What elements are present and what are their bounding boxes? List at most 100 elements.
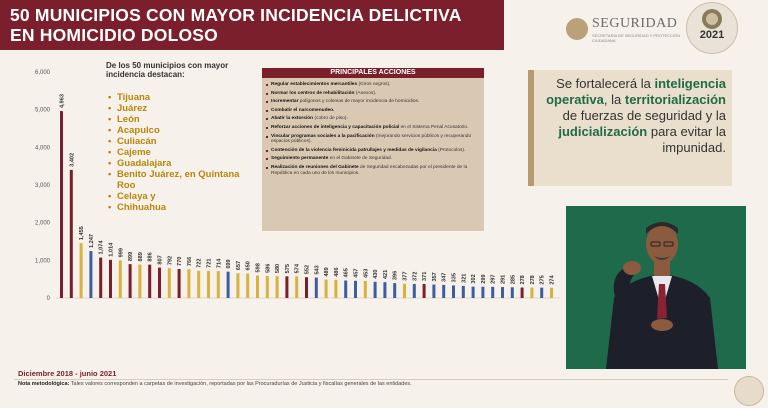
municipality-item: Tijuana bbox=[108, 92, 258, 103]
bar bbox=[256, 275, 259, 298]
action-item-text: (cobro de piso). bbox=[313, 116, 348, 122]
bar bbox=[334, 279, 338, 298]
bar-value-label: 396 bbox=[393, 271, 399, 280]
bar-value-label: 4,963 bbox=[60, 94, 66, 108]
action-item: Normar los centros de rehabilitación (An… bbox=[266, 91, 478, 97]
eagle-emblem-icon bbox=[566, 18, 588, 40]
bar-value-label: 371 bbox=[422, 272, 428, 281]
bar-value-label: 699 bbox=[226, 259, 232, 268]
badge-emblem-icon bbox=[702, 9, 722, 29]
bar bbox=[246, 273, 250, 298]
bar-value-label: 291 bbox=[501, 275, 507, 284]
bar-value-label: 347 bbox=[442, 273, 448, 282]
action-item-text: polígonos y colonias de mayor incidencia… bbox=[298, 99, 420, 105]
bar-value-label: 657 bbox=[236, 261, 242, 270]
action-item: Combatir el narcomenudeo. bbox=[266, 108, 478, 114]
bar-value-label: 580 bbox=[275, 264, 281, 273]
bar-value-label: 999 bbox=[118, 248, 124, 257]
page-title-line2: EN HOMICIDIO DOLOSO bbox=[10, 25, 218, 45]
bar-value-label: 430 bbox=[373, 269, 379, 278]
bar bbox=[89, 251, 93, 298]
action-item: Contención de la violencia feminicida pa… bbox=[266, 148, 478, 154]
bar bbox=[118, 260, 122, 298]
action-item-bold: Realización de reuniones del Gabinete bbox=[271, 164, 359, 170]
bar bbox=[109, 259, 112, 298]
bar-value-label: 335 bbox=[452, 273, 458, 282]
bar bbox=[373, 281, 377, 298]
bar bbox=[207, 270, 210, 298]
list-heading: De los 50 municipios con mayor incidenci… bbox=[106, 61, 229, 79]
callout-part2: , la bbox=[603, 92, 622, 107]
y-tick-label: 0 bbox=[47, 296, 51, 302]
bar-value-label: 1,074 bbox=[99, 240, 105, 255]
bar-value-label: 457 bbox=[354, 268, 360, 277]
bar bbox=[226, 271, 230, 298]
bar bbox=[383, 282, 387, 298]
bar bbox=[422, 284, 426, 298]
y-tick-label: 6,000 bbox=[35, 70, 51, 76]
methodology-note-label: Nota metodológica: bbox=[18, 381, 70, 387]
bar bbox=[452, 285, 455, 298]
highlighted-municipalities-list: TijuanaJuárezLeónAcapulcoCuliacánCajemeG… bbox=[108, 92, 258, 213]
bar bbox=[363, 280, 367, 298]
bar bbox=[295, 276, 299, 298]
y-tick-label: 5,000 bbox=[35, 108, 51, 114]
bar-value-label: 274 bbox=[550, 274, 556, 284]
bar-value-label: 766 bbox=[187, 257, 193, 266]
bar-value-label: 486 bbox=[334, 267, 340, 276]
action-item: Reforzar acciones de inteligencia y capa… bbox=[266, 125, 478, 131]
bar-value-label: 297 bbox=[491, 274, 497, 283]
bar bbox=[167, 268, 171, 298]
bar bbox=[285, 276, 289, 298]
action-item-bold: Contención de la violencia feminicida pa… bbox=[271, 147, 437, 153]
bar bbox=[501, 287, 504, 298]
action-item: Realización de reuniones del Gabinete de… bbox=[266, 165, 478, 176]
seguridad-logo: SEGURIDAD SECRETARÍA DE SEGURIDAD Y PROT… bbox=[566, 16, 686, 46]
action-item-text: (mejorando servicios públicos y recupera… bbox=[271, 133, 472, 145]
callout-bold1: inteligencia operativa bbox=[546, 76, 726, 107]
bar bbox=[236, 273, 240, 298]
bar-value-label: 650 bbox=[246, 261, 252, 270]
bar bbox=[197, 270, 201, 298]
municipality-item: Celaya y bbox=[108, 191, 258, 202]
bar bbox=[305, 277, 308, 298]
y-tick-label: 3,000 bbox=[35, 183, 51, 189]
municipality-item: Juárez bbox=[108, 103, 258, 114]
bar-value-label: 278 bbox=[520, 275, 526, 284]
callout-part1: Se fortalecerá la bbox=[556, 76, 651, 91]
municipality-item: Acapulco bbox=[108, 125, 258, 136]
callout-bold2: territorialización bbox=[624, 92, 726, 107]
bar-value-label: 278 bbox=[530, 275, 536, 284]
bar-value-label: 321 bbox=[461, 274, 467, 283]
anniversary-badge: 2021 bbox=[686, 2, 738, 54]
bar bbox=[510, 287, 514, 298]
bar-value-label: 574 bbox=[295, 263, 301, 273]
methodology-note-text: Tales valores corresponden a carpetas de… bbox=[69, 381, 412, 387]
badge-year: 2021 bbox=[699, 29, 725, 41]
bar-value-label: 421 bbox=[383, 270, 389, 279]
bar bbox=[216, 271, 220, 298]
bar bbox=[265, 275, 269, 298]
logo-subtitle: SECRETARÍA DE SEGURIDAD Y PROTECCIÓN CIU… bbox=[592, 33, 681, 43]
callout-bold3: judicialización bbox=[558, 124, 648, 139]
bar-value-label: 886 bbox=[148, 252, 154, 261]
action-item: Abatir la extorsión (cobro de piso). bbox=[266, 116, 478, 122]
action-item: Regular establecimientos mercantiles (Gi… bbox=[266, 82, 478, 88]
callout-part3: de fuerzas de seguridad y la bbox=[562, 108, 726, 123]
action-item-text: en el Sistema Penal Acusatorio. bbox=[399, 124, 469, 130]
actions-list: Regular establecimientos mercantiles (Gi… bbox=[266, 82, 478, 179]
period-label: Diciembre 2018 - junio 2021 bbox=[18, 369, 117, 378]
bar bbox=[550, 287, 553, 298]
bar-value-label: 770 bbox=[177, 257, 183, 266]
bar-value-label: 302 bbox=[471, 274, 477, 283]
bar bbox=[412, 283, 416, 298]
bar-value-label: 598 bbox=[256, 263, 262, 272]
action-item-text: (Giros negros). bbox=[357, 82, 391, 87]
bar bbox=[432, 284, 436, 298]
bar bbox=[60, 111, 63, 298]
bar bbox=[471, 286, 475, 298]
bar bbox=[403, 283, 406, 298]
municipality-item: Culiacán bbox=[108, 136, 258, 147]
action-item-text: de Seguridad encabezadas por el presiden… bbox=[271, 164, 468, 176]
action-item-bold: Regular establecimientos mercantiles bbox=[271, 82, 358, 87]
